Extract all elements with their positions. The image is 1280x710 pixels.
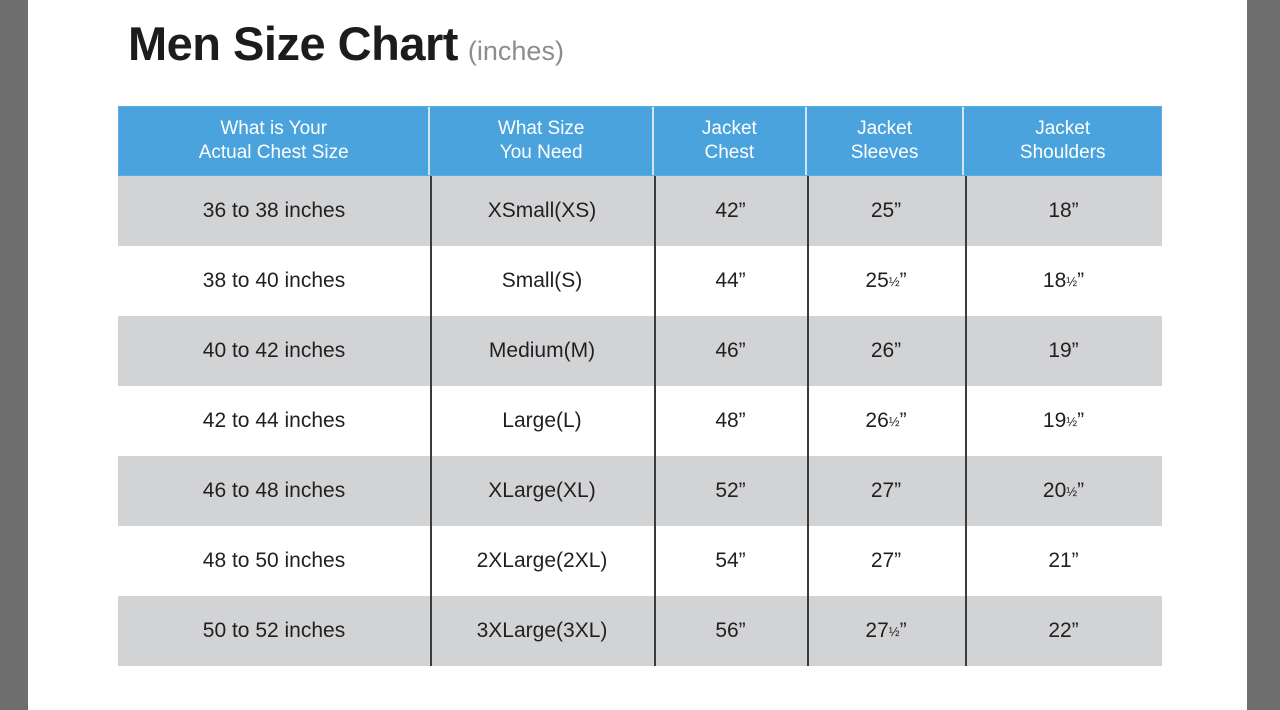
column-header-line1: Jacket (701, 118, 757, 140)
cell-jacket-sleeves: 26” (807, 316, 965, 386)
table-row: 48 to 50 inches 2XLarge(2XL) 54” 27” 21” (118, 526, 1162, 596)
cell-size-name: XSmall(XS) (430, 176, 654, 246)
cell-size-name: 3XLarge(3XL) (430, 596, 654, 666)
cell-size-name: XLarge(XL) (430, 456, 654, 526)
left-letterbox-bar (0, 0, 28, 710)
column-header-line2: Shoulders (1019, 142, 1106, 163)
cell-jacket-shoulders: 22” (965, 596, 1162, 666)
table-header-row: What is Your Actual Chest Size What Size… (118, 106, 1162, 176)
cell-jacket-shoulders: 21” (965, 526, 1162, 596)
cell-chest-range: 46 to 48 inches (202, 479, 346, 502)
table-row: 42 to 44 inches Large(L) 48” 26 ½” 19 ½” (118, 386, 1162, 456)
column-header-actual-chest-size: What is Your Actual Chest Size (119, 107, 431, 175)
cell-chest-range: 36 to 38 inches (202, 199, 346, 222)
column-header-line2: Chest (704, 142, 755, 163)
page-title-main: Men Size Chart (128, 17, 458, 70)
cell-jacket-shoulders: 20 ½” (965, 456, 1162, 526)
cell-jacket-chest: 46” (654, 316, 807, 386)
column-header-line1: What Size (497, 118, 585, 140)
column-header-line2: You Need (499, 142, 583, 163)
cell-chest-range: 38 to 40 inches (202, 269, 346, 292)
cell-jacket-shoulders: 19” (965, 316, 1162, 386)
table-row: 36 to 38 inches XSmall(XS) 42” 25” 18” (118, 176, 1162, 246)
cell-jacket-chest: 52” (654, 456, 807, 526)
page-title-unit: (inches) (467, 36, 564, 66)
table-row: 46 to 48 inches XLarge(XL) 52” 27” 20 ½” (118, 456, 1162, 526)
column-header-jacket-chest: Jacket Chest (654, 107, 807, 175)
cell-jacket-chest: 44” (654, 246, 807, 316)
column-header-size-you-need: What Size You Need (430, 107, 654, 175)
cell-jacket-sleeves: 25” (807, 176, 965, 246)
right-letterbox-bar (1247, 0, 1280, 710)
cell-size-name: Small(S) (430, 246, 654, 316)
cell-jacket-sleeves: 25 ½” (807, 246, 965, 316)
column-header-line1: Jacket (857, 118, 912, 140)
cell-jacket-sleeves: 27” (807, 526, 965, 596)
column-header-line1: Jacket (1035, 118, 1091, 140)
cell-chest-range: 40 to 42 inches (202, 339, 346, 362)
cell-jacket-shoulders: 18” (965, 176, 1162, 246)
cell-jacket-sleeves: 26 ½” (807, 386, 965, 456)
cell-jacket-chest: 54” (654, 526, 807, 596)
page-title: Men Size Chart (inches) (128, 20, 564, 67)
cell-jacket-sleeves: 27 ½” (807, 596, 965, 666)
table-row: 50 to 52 inches 3XLarge(3XL) 56” 27 ½” 22… (118, 596, 1162, 666)
column-header-jacket-shoulders: Jacket Shoulders (964, 107, 1161, 175)
page-canvas: Men Size Chart (inches) What is Your Act… (28, 0, 1247, 710)
cell-size-name: Large(L) (430, 386, 654, 456)
column-header-line1: What is Your (220, 118, 328, 140)
cell-jacket-chest: 42” (654, 176, 807, 246)
cell-size-name: 2XLarge(2XL) (430, 526, 654, 596)
column-header-line2: Actual Chest Size (198, 142, 349, 163)
cell-chest-range: 42 to 44 inches (202, 409, 346, 432)
cell-jacket-chest: 56” (654, 596, 807, 666)
cell-chest-range: 48 to 50 inches (202, 549, 346, 572)
table-body: 36 to 38 inches XSmall(XS) 42” 25” 18” 3… (118, 176, 1162, 666)
cell-jacket-chest: 48” (654, 386, 807, 456)
column-header-line2: Sleeves (850, 142, 919, 163)
cell-jacket-shoulders: 19 ½” (965, 386, 1162, 456)
cell-jacket-sleeves: 27” (807, 456, 965, 526)
cell-chest-range: 50 to 52 inches (202, 619, 346, 642)
table-row: 38 to 40 inches Small(S) 44” 25 ½” 18 ½” (118, 246, 1162, 316)
cell-size-name: Medium(M) (430, 316, 654, 386)
cell-jacket-shoulders: 18 ½” (965, 246, 1162, 316)
size-chart-table: What is Your Actual Chest Size What Size… (118, 106, 1162, 666)
table-row: 40 to 42 inches Medium(M) 46” 26” 19” (118, 316, 1162, 386)
column-header-jacket-sleeves: Jacket Sleeves (807, 107, 965, 175)
